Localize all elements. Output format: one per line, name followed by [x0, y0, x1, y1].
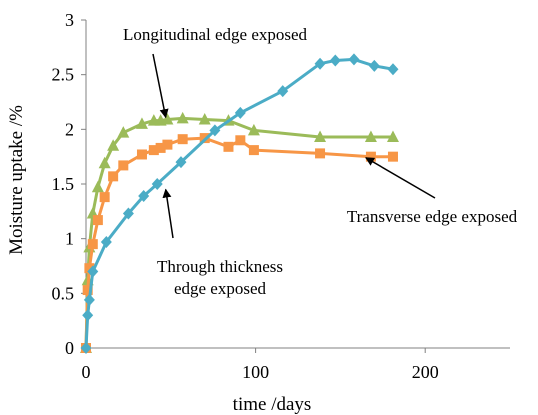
data-point: [386, 130, 399, 142]
data-point: [151, 178, 163, 190]
data-point: [364, 130, 377, 142]
data-point: [247, 123, 260, 136]
series-transverse: [81, 133, 398, 353]
axes: 0 0.5 1 1.5 2 2.5 3 0 100 200: [52, 10, 510, 382]
data-point: [365, 151, 376, 162]
data-point: [223, 141, 234, 152]
annotation-label: edge exposed: [174, 279, 267, 298]
y-tick-label: 1.5: [52, 174, 75, 194]
series-longitudinal: [80, 111, 399, 353]
data-point: [82, 309, 94, 322]
data-point: [177, 134, 188, 145]
data-point: [83, 293, 95, 306]
annotation-arrow: [152, 53, 169, 119]
data-point: [107, 139, 120, 151]
data-point: [92, 215, 103, 226]
data-point: [387, 151, 398, 162]
annotation-transverse: Transverse edge exposed: [347, 157, 518, 226]
data-point: [162, 139, 173, 150]
data-point: [314, 130, 327, 142]
data-point: [100, 235, 112, 248]
y-tick-label: 2.5: [52, 65, 75, 85]
data-point: [98, 156, 111, 169]
y-tick-label: 3: [65, 10, 74, 30]
data-point: [368, 59, 380, 72]
data-point: [80, 342, 92, 354]
x-tick-label: 0: [82, 362, 91, 382]
y-axis-label: Moisture uptake /%: [6, 105, 27, 255]
y-tick-label: 0: [65, 338, 74, 358]
x-tick-label: 100: [242, 362, 269, 382]
annotation-arrow: [162, 188, 174, 239]
x-axis-label: time /days: [233, 394, 312, 415]
data-point: [84, 263, 95, 274]
data-point: [91, 180, 104, 193]
data-point: [87, 265, 99, 278]
data-point: [108, 171, 119, 182]
x-tick-label: 200: [412, 362, 439, 382]
data-point: [122, 207, 134, 220]
y-tick-label: 1: [65, 229, 74, 249]
data-point: [175, 156, 187, 169]
data-point: [387, 63, 399, 76]
data-point: [117, 126, 130, 138]
y-tick-label: 0.5: [52, 283, 75, 303]
series-line: [84, 116, 393, 349]
data-point: [135, 117, 148, 129]
data-point: [118, 160, 129, 171]
data-point: [234, 106, 246, 119]
data-point: [314, 57, 326, 70]
data-point: [138, 190, 150, 203]
plot-area: [80, 53, 399, 354]
data-point: [82, 285, 93, 296]
annotation-label: Longitudinal edge exposed: [123, 25, 308, 44]
data-point: [87, 239, 98, 250]
y-tick-label: 2: [65, 119, 74, 139]
data-point: [136, 149, 147, 160]
annotation-through-thickness: Through thickness edge exposed: [157, 188, 283, 298]
series-line: [84, 136, 393, 349]
data-point: [161, 112, 174, 125]
data-point: [315, 148, 326, 159]
annotations: Longitudinal edge exposed Transverse edge…: [123, 25, 518, 298]
annotation-label: Through thickness: [157, 257, 283, 276]
annotation-label: Transverse edge exposed: [347, 207, 518, 226]
data-point: [209, 124, 221, 137]
annotation-longitudinal: Longitudinal edge exposed: [123, 25, 308, 119]
data-point: [99, 192, 110, 203]
data-point: [155, 142, 166, 153]
annotation-arrow: [365, 157, 436, 199]
data-point: [248, 145, 259, 156]
data-point: [176, 111, 189, 124]
data-point: [348, 53, 360, 66]
data-point: [329, 54, 341, 67]
data-point: [277, 85, 289, 98]
data-point: [148, 145, 159, 156]
data-point: [198, 112, 211, 125]
data-point: [235, 135, 246, 146]
series-through-thickness: [80, 53, 399, 354]
series-line: [84, 57, 394, 349]
